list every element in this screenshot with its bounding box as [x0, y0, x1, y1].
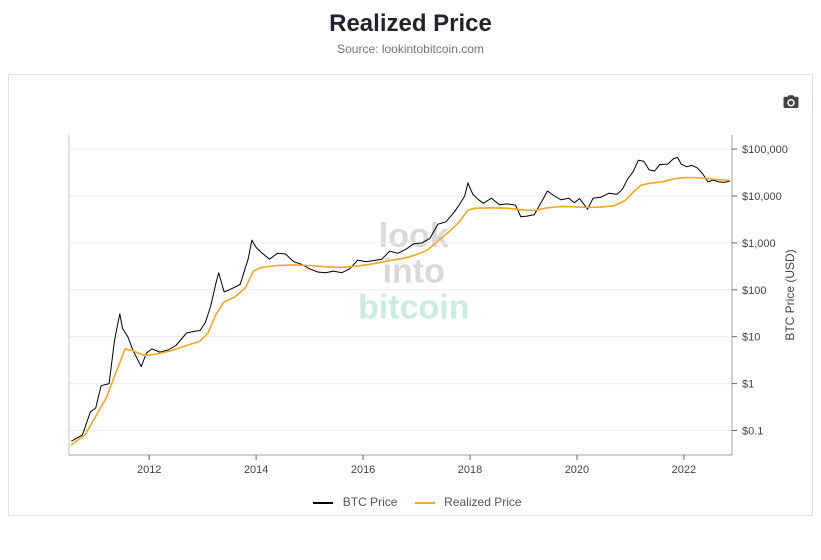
legend-label-realized: Realized Price — [444, 495, 521, 509]
chart-panel: lookintobitcoin $0.1 $1 $10 $100 $1,000 $10,00… — [8, 74, 813, 516]
svg-text:$0.1: $0.1 — [742, 425, 763, 437]
legend: BTC Price Realized Price — [9, 495, 812, 509]
svg-text:bitcoin: bitcoin — [358, 288, 469, 326]
legend-swatch-realized — [415, 502, 435, 504]
svg-text:$1,000: $1,000 — [742, 238, 776, 250]
svg-text:$10,000: $10,000 — [742, 191, 782, 203]
legend-swatch-btc — [313, 502, 333, 504]
svg-text:2016: 2016 — [351, 464, 375, 476]
plot-area: lookintobitcoin$0.1$1$10$100$1,000$10,00… — [69, 135, 732, 455]
svg-text:look: look — [379, 217, 449, 255]
svg-text:2018: 2018 — [458, 464, 482, 476]
svg-text:2012: 2012 — [137, 464, 161, 476]
svg-text:$100,000: $100,000 — [742, 144, 788, 156]
svg-text:$100: $100 — [742, 285, 766, 297]
page-subtitle: Source: lookintobitcoin.com — [0, 42, 821, 56]
svg-text:$10: $10 — [742, 332, 760, 344]
svg-text:BTC Price (USD): BTC Price (USD) — [783, 249, 797, 340]
svg-text:2020: 2020 — [565, 464, 589, 476]
chart-svg: lookintobitcoin$0.1$1$10$100$1,000$10,00… — [69, 135, 732, 455]
page-title: Realized Price — [0, 10, 821, 38]
svg-text:$1: $1 — [742, 379, 754, 391]
svg-text:into: into — [383, 253, 445, 291]
svg-text:2022: 2022 — [672, 464, 696, 476]
svg-text:2014: 2014 — [244, 464, 268, 476]
camera-icon[interactable] — [782, 93, 800, 116]
legend-label-btc: BTC Price — [343, 495, 398, 509]
